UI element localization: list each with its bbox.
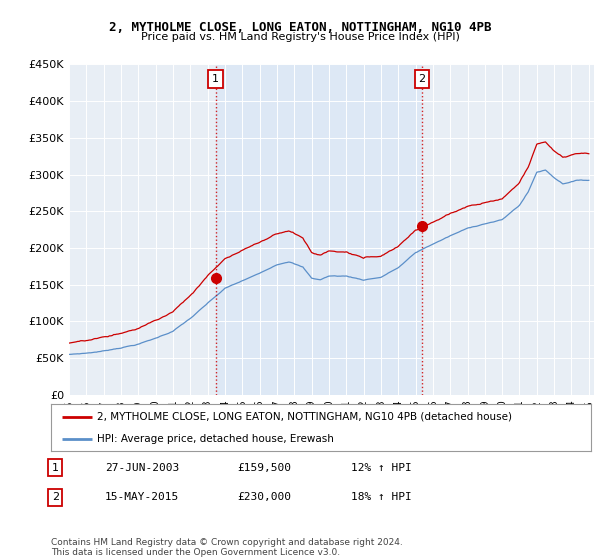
Text: HPI: Average price, detached house, Erewash: HPI: Average price, detached house, Erew… xyxy=(97,434,334,444)
Bar xyxy=(215,64,422,395)
Text: 2: 2 xyxy=(52,492,59,502)
Text: 2, MYTHOLME CLOSE, LONG EATON, NOTTINGHAM, NG10 4PB: 2, MYTHOLME CLOSE, LONG EATON, NOTTINGHA… xyxy=(109,21,491,34)
Text: 12% ↑ HPI: 12% ↑ HPI xyxy=(351,463,412,473)
Text: 1: 1 xyxy=(52,463,59,473)
Text: 27-JUN-2003: 27-JUN-2003 xyxy=(105,463,179,473)
Text: 18% ↑ HPI: 18% ↑ HPI xyxy=(351,492,412,502)
Text: 2: 2 xyxy=(418,74,425,84)
Text: £230,000: £230,000 xyxy=(237,492,291,502)
Text: 2, MYTHOLME CLOSE, LONG EATON, NOTTINGHAM, NG10 4PB (detached house): 2, MYTHOLME CLOSE, LONG EATON, NOTTINGHA… xyxy=(97,412,512,422)
Text: 15-MAY-2015: 15-MAY-2015 xyxy=(105,492,179,502)
Text: Price paid vs. HM Land Registry's House Price Index (HPI): Price paid vs. HM Land Registry's House … xyxy=(140,32,460,43)
Text: Contains HM Land Registry data © Crown copyright and database right 2024.
This d: Contains HM Land Registry data © Crown c… xyxy=(51,538,403,557)
Text: £159,500: £159,500 xyxy=(237,463,291,473)
Text: 1: 1 xyxy=(212,74,219,84)
